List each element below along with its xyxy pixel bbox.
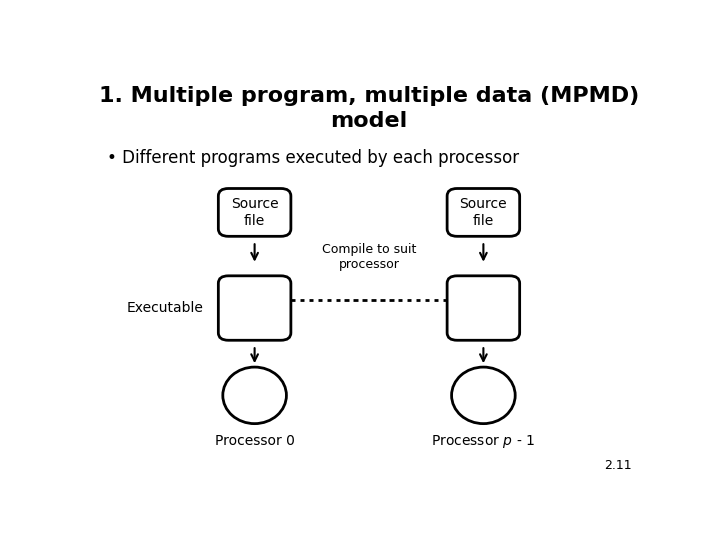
Text: 2.11: 2.11 bbox=[603, 460, 631, 472]
Ellipse shape bbox=[222, 367, 287, 424]
FancyBboxPatch shape bbox=[218, 276, 291, 340]
Text: Executable: Executable bbox=[126, 301, 203, 315]
Text: Processor $p$ - 1: Processor $p$ - 1 bbox=[431, 433, 536, 450]
Text: 1. Multiple program, multiple data (MPMD): 1. Multiple program, multiple data (MPMD… bbox=[99, 86, 639, 106]
Text: model: model bbox=[330, 111, 408, 131]
Text: Processor 0: Processor 0 bbox=[215, 434, 294, 448]
Text: Source
file: Source file bbox=[459, 197, 507, 227]
FancyBboxPatch shape bbox=[447, 188, 520, 237]
FancyBboxPatch shape bbox=[218, 188, 291, 237]
Text: Compile to suit
processor: Compile to suit processor bbox=[322, 243, 416, 271]
Ellipse shape bbox=[451, 367, 516, 424]
FancyBboxPatch shape bbox=[447, 276, 520, 340]
Text: • Different programs executed by each processor: • Different programs executed by each pr… bbox=[107, 150, 519, 167]
Text: Source
file: Source file bbox=[231, 197, 279, 227]
